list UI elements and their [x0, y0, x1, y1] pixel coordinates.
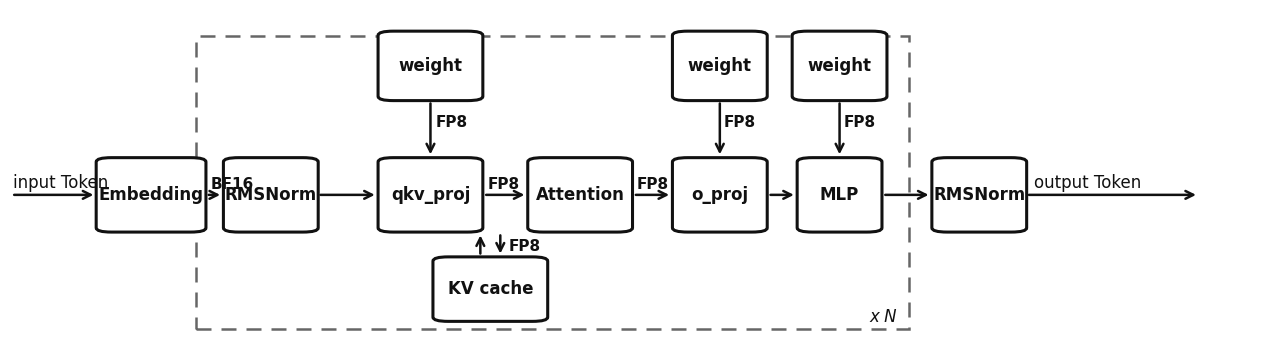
Text: x N: x N	[869, 308, 897, 326]
FancyBboxPatch shape	[792, 31, 887, 100]
FancyBboxPatch shape	[224, 158, 319, 232]
FancyBboxPatch shape	[672, 158, 767, 232]
Text: MLP: MLP	[820, 186, 859, 204]
Text: FP8: FP8	[488, 178, 520, 192]
Text: o_proj: o_proj	[691, 186, 749, 204]
FancyBboxPatch shape	[433, 257, 548, 321]
Text: FP8: FP8	[435, 115, 467, 130]
Text: input Token: input Token	[13, 174, 109, 192]
Text: BF16: BF16	[211, 178, 255, 192]
Text: FP8: FP8	[723, 115, 756, 130]
Text: qkv_proj: qkv_proj	[390, 186, 470, 204]
Text: RMSNorm: RMSNorm	[933, 186, 1025, 204]
Text: Embedding: Embedding	[99, 186, 204, 204]
FancyBboxPatch shape	[932, 158, 1027, 232]
Text: Attention: Attention	[536, 186, 625, 204]
FancyBboxPatch shape	[797, 158, 882, 232]
FancyBboxPatch shape	[378, 158, 483, 232]
Text: FP8: FP8	[844, 115, 876, 130]
FancyBboxPatch shape	[96, 158, 206, 232]
Bar	[196, 36, 909, 329]
Text: FP8: FP8	[637, 178, 669, 192]
Text: FP8: FP8	[508, 239, 540, 254]
Text: weight: weight	[398, 57, 462, 75]
Text: KV cache: KV cache	[448, 280, 532, 298]
FancyBboxPatch shape	[527, 158, 632, 232]
Text: RMSNorm: RMSNorm	[225, 186, 317, 204]
Text: weight: weight	[808, 57, 872, 75]
Text: output Token: output Token	[1034, 174, 1142, 192]
FancyBboxPatch shape	[378, 31, 483, 100]
FancyBboxPatch shape	[672, 31, 767, 100]
Text: weight: weight	[687, 57, 751, 75]
